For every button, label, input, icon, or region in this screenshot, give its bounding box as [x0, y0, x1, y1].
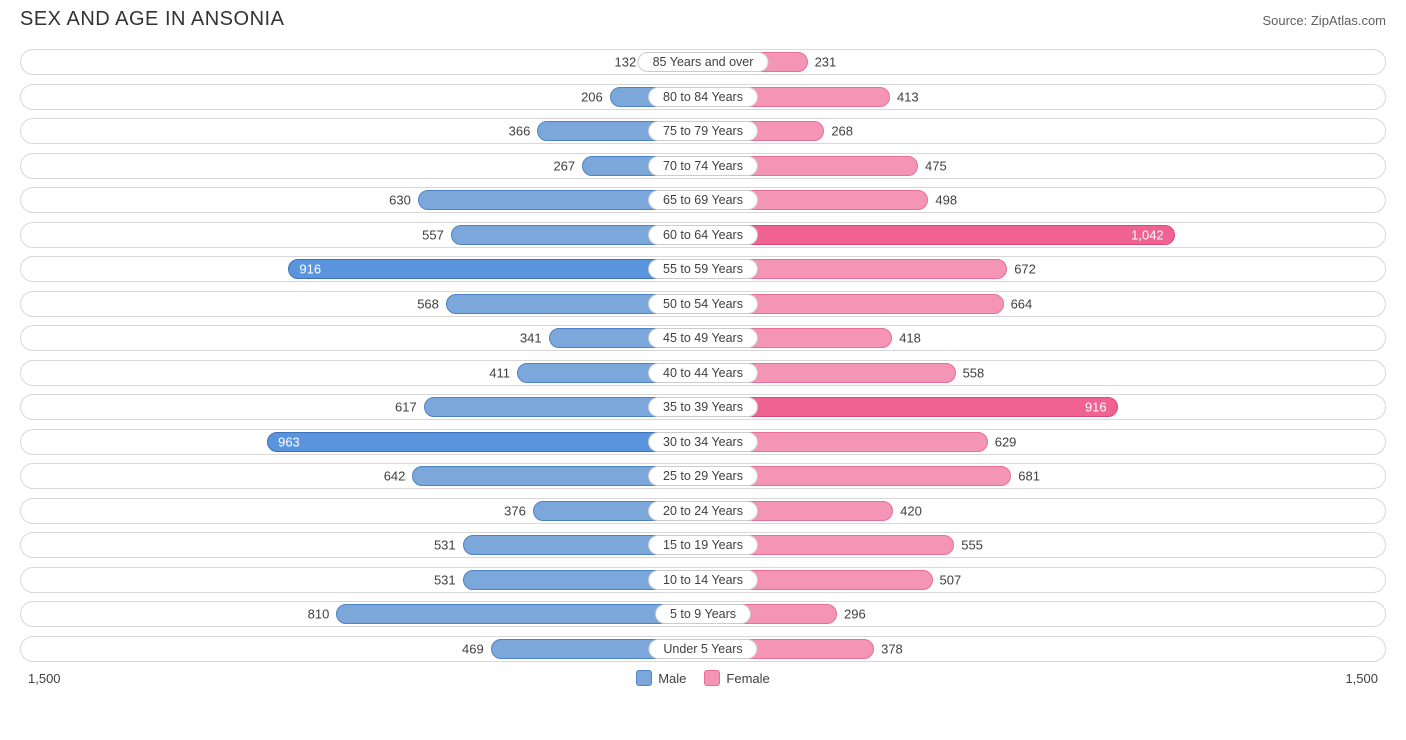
age-label-pill: 5 to 9 Years — [655, 604, 751, 624]
male-value: 568 — [417, 296, 439, 311]
male-bar: 810 — [336, 604, 703, 624]
age-row: 630 498 65 to 69 Years — [20, 187, 1386, 213]
age-label-pill: 45 to 49 Years — [648, 328, 758, 348]
female-value: 296 — [844, 607, 866, 622]
male-value: 617 — [395, 400, 417, 415]
age-label-pill: 20 to 24 Years — [648, 501, 758, 521]
age-label-pill: 35 to 39 Years — [648, 397, 758, 417]
population-pyramid-chart: 132 231 85 Years and over 206 413 80 to 84 Ye… — [20, 49, 1386, 662]
female-value: 413 — [897, 89, 919, 104]
age-row: 617 916 35 to 39 Years — [20, 394, 1386, 420]
male-value: 963 — [278, 434, 300, 449]
female-value: 629 — [995, 434, 1017, 449]
female-value: 498 — [935, 193, 957, 208]
female-swatch-icon — [704, 670, 720, 686]
male-value: 916 — [299, 262, 321, 277]
male-value: 557 — [422, 227, 444, 242]
age-row: 267 475 70 to 74 Years — [20, 153, 1386, 179]
female-bar: 1,042 — [703, 225, 1175, 245]
legend-item-male: Male — [636, 670, 686, 686]
male-value: 341 — [520, 331, 542, 346]
female-value: 418 — [899, 331, 921, 346]
age-row: 568 664 50 to 54 Years — [20, 291, 1386, 317]
age-row: 963 629 30 to 34 Years — [20, 429, 1386, 455]
female-value: 681 — [1018, 469, 1040, 484]
age-label-pill: 25 to 29 Years — [648, 466, 758, 486]
female-value: 672 — [1014, 262, 1036, 277]
age-label-pill: 65 to 69 Years — [648, 190, 758, 210]
female-value: 231 — [815, 55, 837, 70]
age-label-pill: 80 to 84 Years — [648, 87, 758, 107]
female-value: 558 — [963, 365, 985, 380]
female-value: 378 — [881, 641, 903, 656]
male-swatch-icon — [636, 670, 652, 686]
female-value: 664 — [1011, 296, 1033, 311]
male-value: 630 — [389, 193, 411, 208]
age-row: 469 378 Under 5 Years — [20, 636, 1386, 662]
male-value: 366 — [509, 124, 531, 139]
age-label-pill: 70 to 74 Years — [648, 156, 758, 176]
chart-footer: 1,500 Male Female 1,500 — [20, 670, 1386, 686]
chart-title: SEX AND AGE IN ANSONIA — [20, 8, 284, 31]
age-row: 531 507 10 to 14 Years — [20, 567, 1386, 593]
male-bar: 916 — [288, 259, 703, 279]
age-row: 206 413 80 to 84 Years — [20, 84, 1386, 110]
female-value: 1,042 — [1131, 227, 1164, 242]
age-label-pill: 75 to 79 Years — [648, 121, 758, 141]
age-row: 642 681 25 to 29 Years — [20, 463, 1386, 489]
female-value: 507 — [940, 572, 962, 587]
age-row: 376 420 20 to 24 Years — [20, 498, 1386, 524]
male-value: 642 — [384, 469, 406, 484]
age-row: 341 418 45 to 49 Years — [20, 325, 1386, 351]
male-value: 376 — [504, 503, 526, 518]
age-row: 916 672 55 to 59 Years — [20, 256, 1386, 282]
chart-header: SEX AND AGE IN ANSONIA Source: ZipAtlas.… — [20, 8, 1386, 31]
male-value: 411 — [489, 365, 510, 380]
male-value: 810 — [308, 607, 330, 622]
axis-max-left: 1,500 — [20, 671, 61, 686]
age-label-pill: 60 to 64 Years — [648, 225, 758, 245]
age-label-pill: 85 Years and over — [638, 52, 769, 72]
legend-label-male: Male — [658, 671, 686, 686]
age-label-pill: 15 to 19 Years — [648, 535, 758, 555]
age-label-pill: 10 to 14 Years — [648, 570, 758, 590]
female-value: 475 — [925, 158, 947, 173]
male-value: 531 — [434, 572, 456, 587]
age-label-pill: 30 to 34 Years — [648, 432, 758, 452]
age-label-pill: Under 5 Years — [648, 639, 757, 659]
female-bar: 916 — [703, 397, 1118, 417]
age-label-pill: 55 to 59 Years — [648, 259, 758, 279]
age-label-pill: 40 to 44 Years — [648, 363, 758, 383]
age-row: 810 296 5 to 9 Years — [20, 601, 1386, 627]
age-row: 531 555 15 to 19 Years — [20, 532, 1386, 558]
male-value: 531 — [434, 538, 456, 553]
female-value: 268 — [831, 124, 853, 139]
male-value: 469 — [462, 641, 484, 656]
legend-label-female: Female — [726, 671, 769, 686]
female-value: 420 — [900, 503, 922, 518]
age-row: 366 268 75 to 79 Years — [20, 118, 1386, 144]
male-bar: 963 — [267, 432, 703, 452]
female-value: 555 — [961, 538, 983, 553]
axis-max-right: 1,500 — [1345, 671, 1386, 686]
age-row: 557 1,042 60 to 64 Years — [20, 222, 1386, 248]
legend: Male Female — [636, 670, 770, 686]
age-label-pill: 50 to 54 Years — [648, 294, 758, 314]
age-row: 132 231 85 Years and over — [20, 49, 1386, 75]
chart-source: Source: ZipAtlas.com — [1262, 13, 1386, 28]
male-value: 132 — [615, 55, 637, 70]
male-value: 267 — [553, 158, 575, 173]
female-value: 916 — [1085, 400, 1107, 415]
male-value: 206 — [581, 89, 603, 104]
legend-item-female: Female — [704, 670, 769, 686]
age-row: 411 558 40 to 44 Years — [20, 360, 1386, 386]
